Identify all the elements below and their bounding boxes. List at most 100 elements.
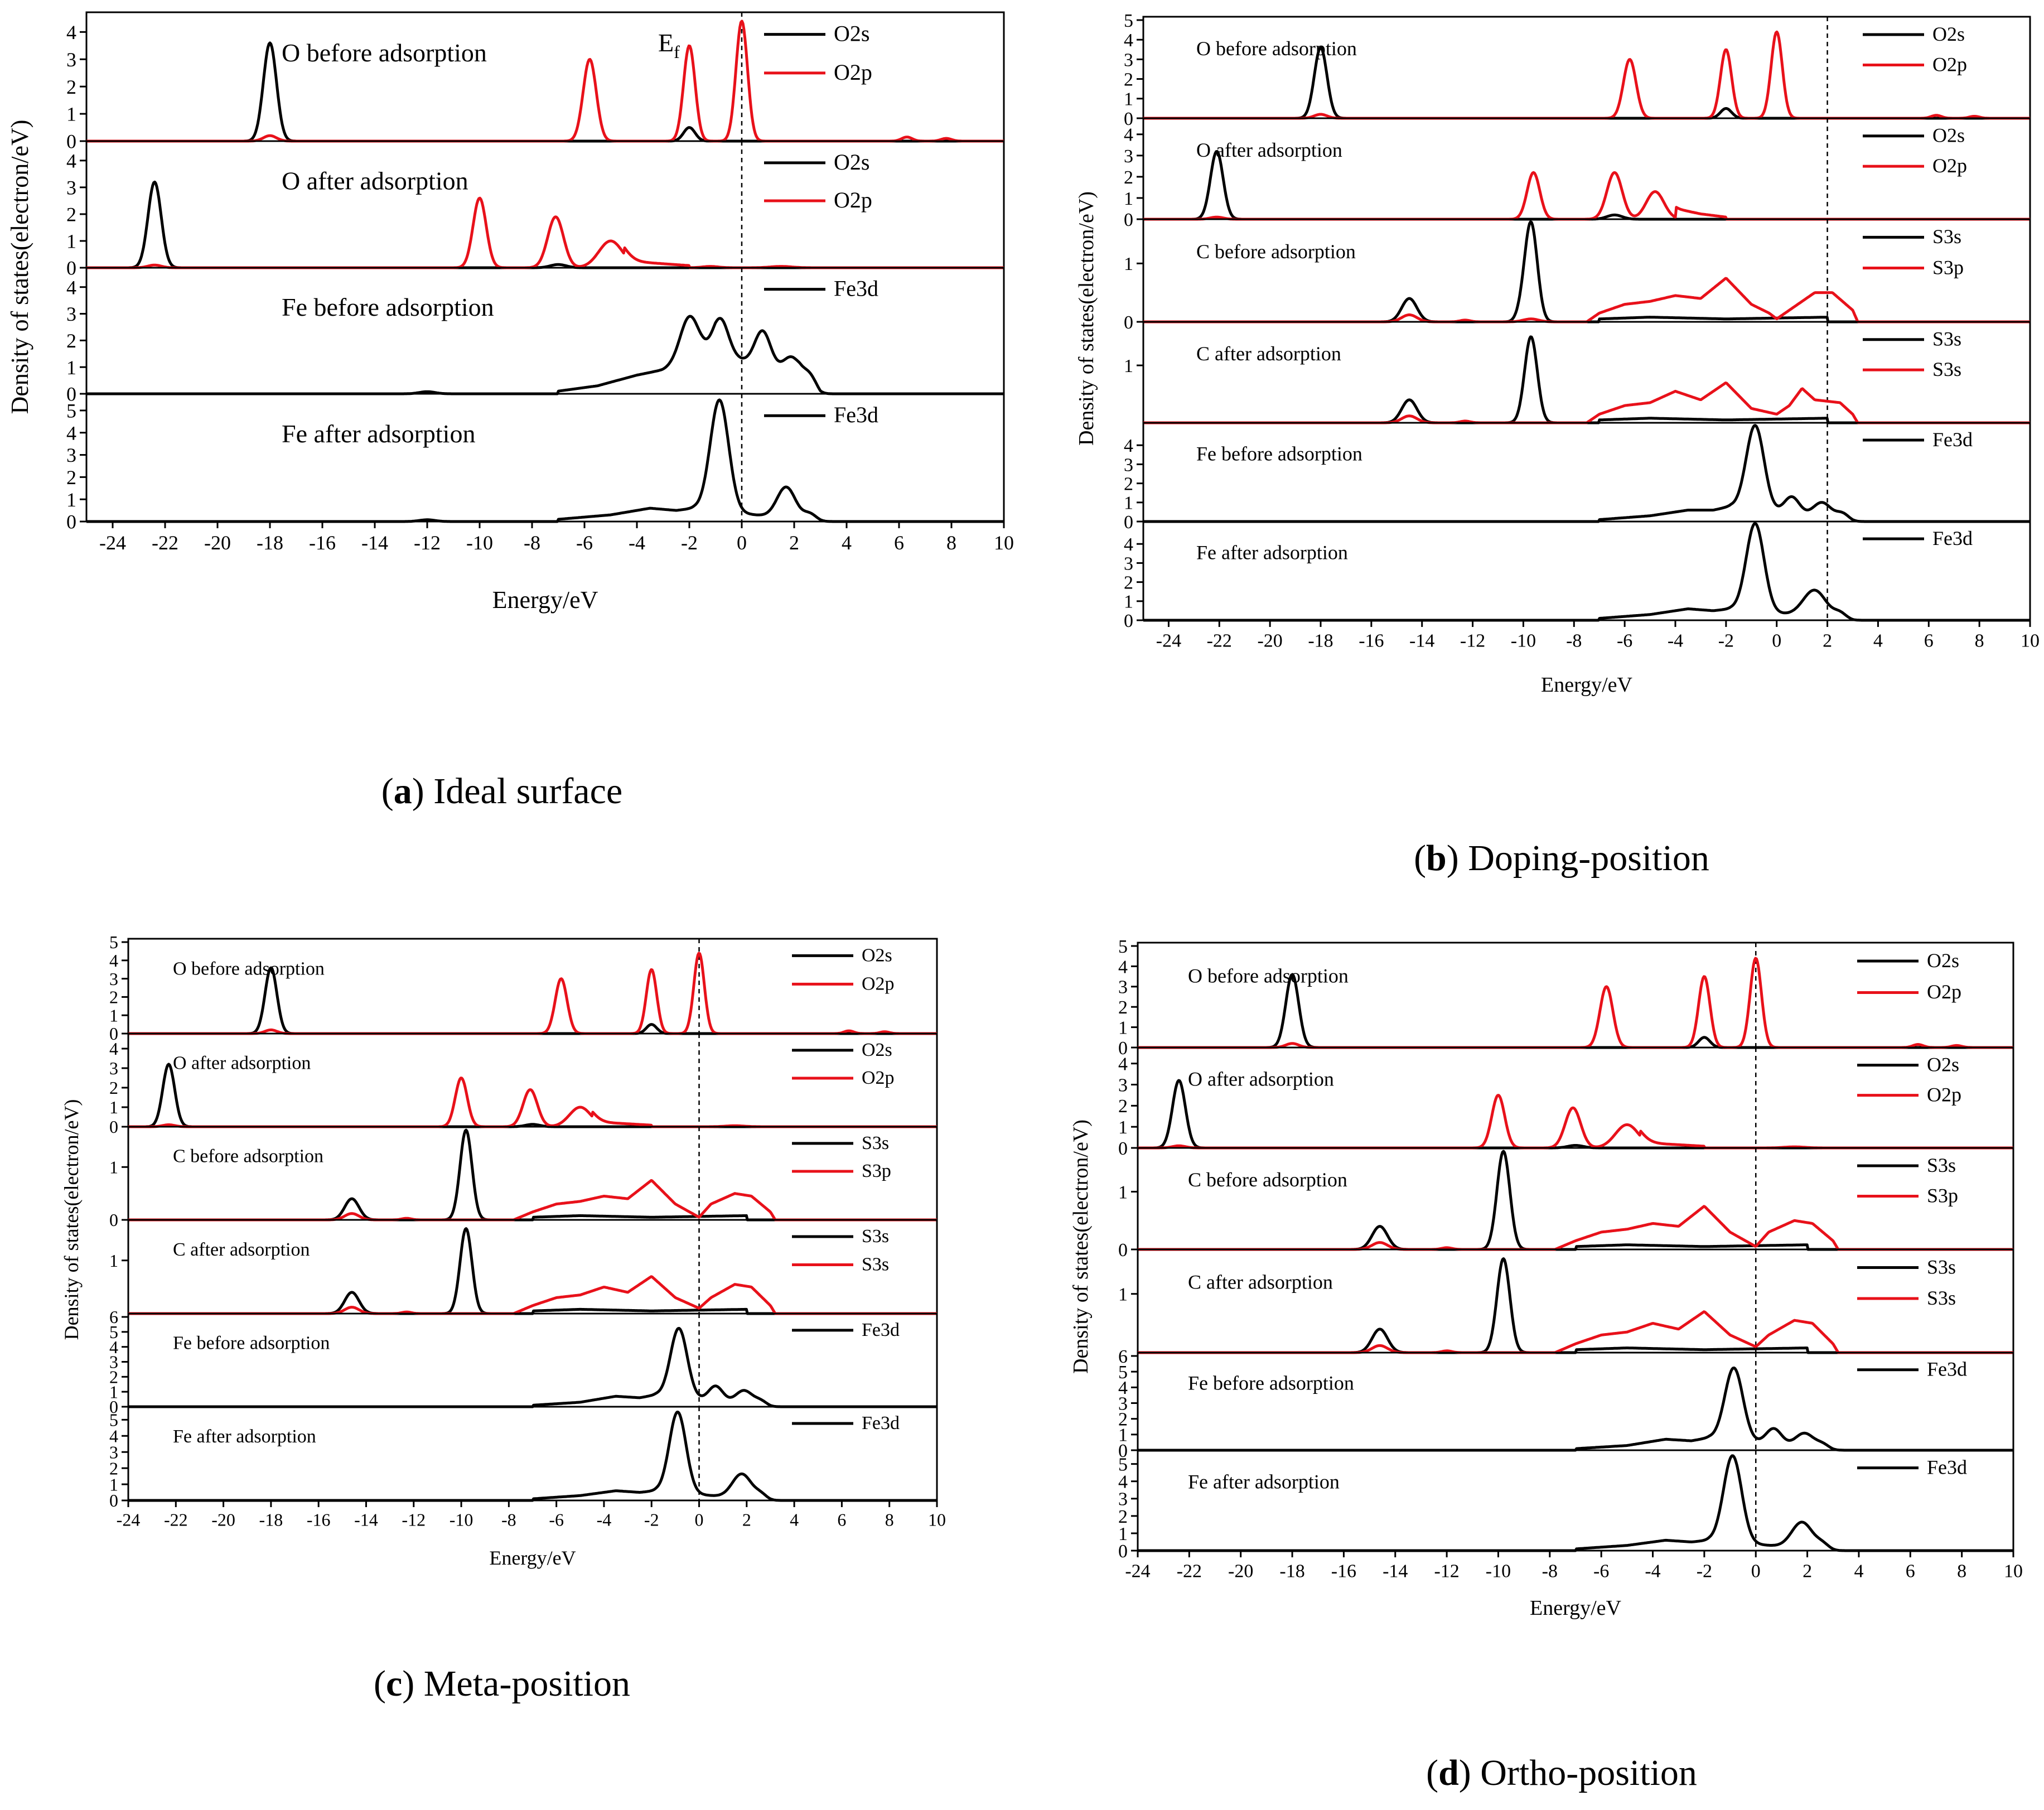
y-tick-label: 0 xyxy=(66,511,76,533)
panel-frame xyxy=(1137,1449,2014,1552)
y-tick-label: 1 xyxy=(1124,356,1133,377)
x-tick-label: 4 xyxy=(842,532,852,554)
y-tick-label: 1 xyxy=(1124,189,1133,209)
x-tick-label: -10 xyxy=(466,532,493,554)
y-tick-label: 5 xyxy=(109,1322,118,1342)
x-tick-label: -10 xyxy=(450,1510,473,1530)
y-tick-label: 3 xyxy=(1124,50,1133,70)
legend-label: O2p xyxy=(1927,1083,1961,1106)
figure-caption: (b) Doping-position xyxy=(1414,838,1709,879)
x-axis-label: Energy/eV xyxy=(1541,673,1632,697)
panel-d-4: 1 S3s S3s C after adsorption xyxy=(1118,1248,2014,1354)
series-o2p-curve xyxy=(1143,171,2031,221)
panel-a-3: 0 1 2 3 4 Fe3d Fe before adsorption xyxy=(66,267,1005,406)
legend-label: S3s xyxy=(862,1254,889,1275)
x-tick-label: -16 xyxy=(307,1510,331,1530)
x-tick-label: -24 xyxy=(1125,1561,1150,1582)
y-tick-label: 3 xyxy=(1118,1075,1128,1095)
y-tick-label: 4 xyxy=(66,276,76,298)
legend-label: Fe3d xyxy=(862,1413,900,1433)
y-tick-label: 1 xyxy=(109,1474,118,1494)
x-tick-label: -14 xyxy=(354,1510,378,1530)
panel-title: O after adsorption xyxy=(1196,139,1342,161)
y-tick-label: 3 xyxy=(109,1442,118,1462)
legend-label: S3s xyxy=(862,1226,889,1247)
x-tick-label: -12 xyxy=(402,1510,426,1530)
x-tick-label: -10 xyxy=(1486,1561,1511,1582)
y-tick-label: 3 xyxy=(109,1058,118,1078)
x-tick-label: -16 xyxy=(309,532,336,554)
series-fe3d-curve xyxy=(1143,522,2031,622)
x-tick-label: -12 xyxy=(1460,631,1485,651)
y-tick-label: 4 xyxy=(66,422,76,444)
legend-label: S3s xyxy=(1927,1287,1956,1309)
y-tick-label: 5 xyxy=(1118,1362,1128,1383)
y-tick-label: 5 xyxy=(1118,1455,1128,1475)
legend-label: O2p xyxy=(834,60,872,85)
x-tick-label: -14 xyxy=(361,532,388,554)
y-tick-label: 1 xyxy=(109,1382,118,1402)
y-tick-label: 1 xyxy=(1118,1425,1128,1446)
series-o2p-curve xyxy=(128,1077,938,1128)
legend-label: Fe3d xyxy=(834,276,878,301)
panel-d-3: 0 1 S3s S3p C before adsorption xyxy=(1118,1147,2014,1261)
x-tick-label: -6 xyxy=(1617,631,1632,651)
y-tick-label: 1 xyxy=(1118,1524,1128,1544)
x-tick-label: -24 xyxy=(99,532,126,554)
legend-label: Fe3d xyxy=(1932,527,1973,549)
panel-frame xyxy=(1142,422,2031,523)
series-fe3d-curve xyxy=(86,398,1004,523)
series-o2s-curve xyxy=(86,41,1004,143)
fermi-label: Ef xyxy=(658,28,680,62)
x-tick-label: -18 xyxy=(257,532,283,554)
legend-label: S3p xyxy=(862,1161,891,1181)
y-tick-label: 0 xyxy=(1118,1240,1128,1261)
y-tick-label: 2 xyxy=(1124,167,1133,188)
y-tick-label: 4 xyxy=(66,21,76,44)
legend-label: O2s xyxy=(834,21,869,46)
x-tick-label: -8 xyxy=(1566,631,1582,651)
y-tick-label: 1 xyxy=(1118,1117,1128,1138)
legend-label: S3s xyxy=(862,1133,889,1153)
x-tick-label: 0 xyxy=(737,532,747,554)
x-tick-label: 10 xyxy=(2021,631,2040,651)
y-tick-label: 2 xyxy=(1118,1096,1128,1117)
y-tick-label: 6 xyxy=(109,1307,118,1327)
x-tick-label: 10 xyxy=(928,1510,946,1530)
x-tick-label: -14 xyxy=(1383,1561,1408,1582)
y-tick-label: 1 xyxy=(66,356,76,379)
y-tick-label: 3 xyxy=(1124,553,1133,574)
y-tick-label: 1 xyxy=(1118,1018,1128,1039)
panel-title: O after adsorption xyxy=(1188,1068,1334,1090)
y-tick-label: 5 xyxy=(109,1410,118,1430)
y-tick-label: 1 xyxy=(109,1005,118,1025)
x-tick-label: -8 xyxy=(501,1510,516,1530)
panel-frame xyxy=(127,1406,938,1502)
y-tick-label: 2 xyxy=(66,76,76,98)
y-tick-label: 1 xyxy=(1124,592,1133,612)
panel-a-2: 0 1 2 3 4 O2s O2p O after adsorption xyxy=(66,140,1005,279)
y-tick-label: 4 xyxy=(109,1426,118,1446)
x-tick-label: 4 xyxy=(1873,631,1883,651)
x-tick-label: 0 xyxy=(1772,631,1781,651)
x-tick-label: 0 xyxy=(695,1510,704,1530)
x-tick-label: 4 xyxy=(1854,1561,1863,1582)
x-tick-label: 8 xyxy=(885,1510,894,1530)
y-tick-label: 0 xyxy=(109,1397,118,1417)
legend-label: O2s xyxy=(1927,949,1959,972)
y-tick-label: 4 xyxy=(66,149,76,172)
y-tick-label: 4 xyxy=(1118,1472,1128,1493)
y-tick-label: 3 xyxy=(109,1352,118,1372)
y-tick-label: 1 xyxy=(1124,89,1133,110)
x-tick-label: -20 xyxy=(211,1510,235,1530)
panel-frame xyxy=(127,1219,938,1315)
y-tick-label: 2 xyxy=(1124,573,1133,593)
y-tick-label: 5 xyxy=(66,399,76,422)
